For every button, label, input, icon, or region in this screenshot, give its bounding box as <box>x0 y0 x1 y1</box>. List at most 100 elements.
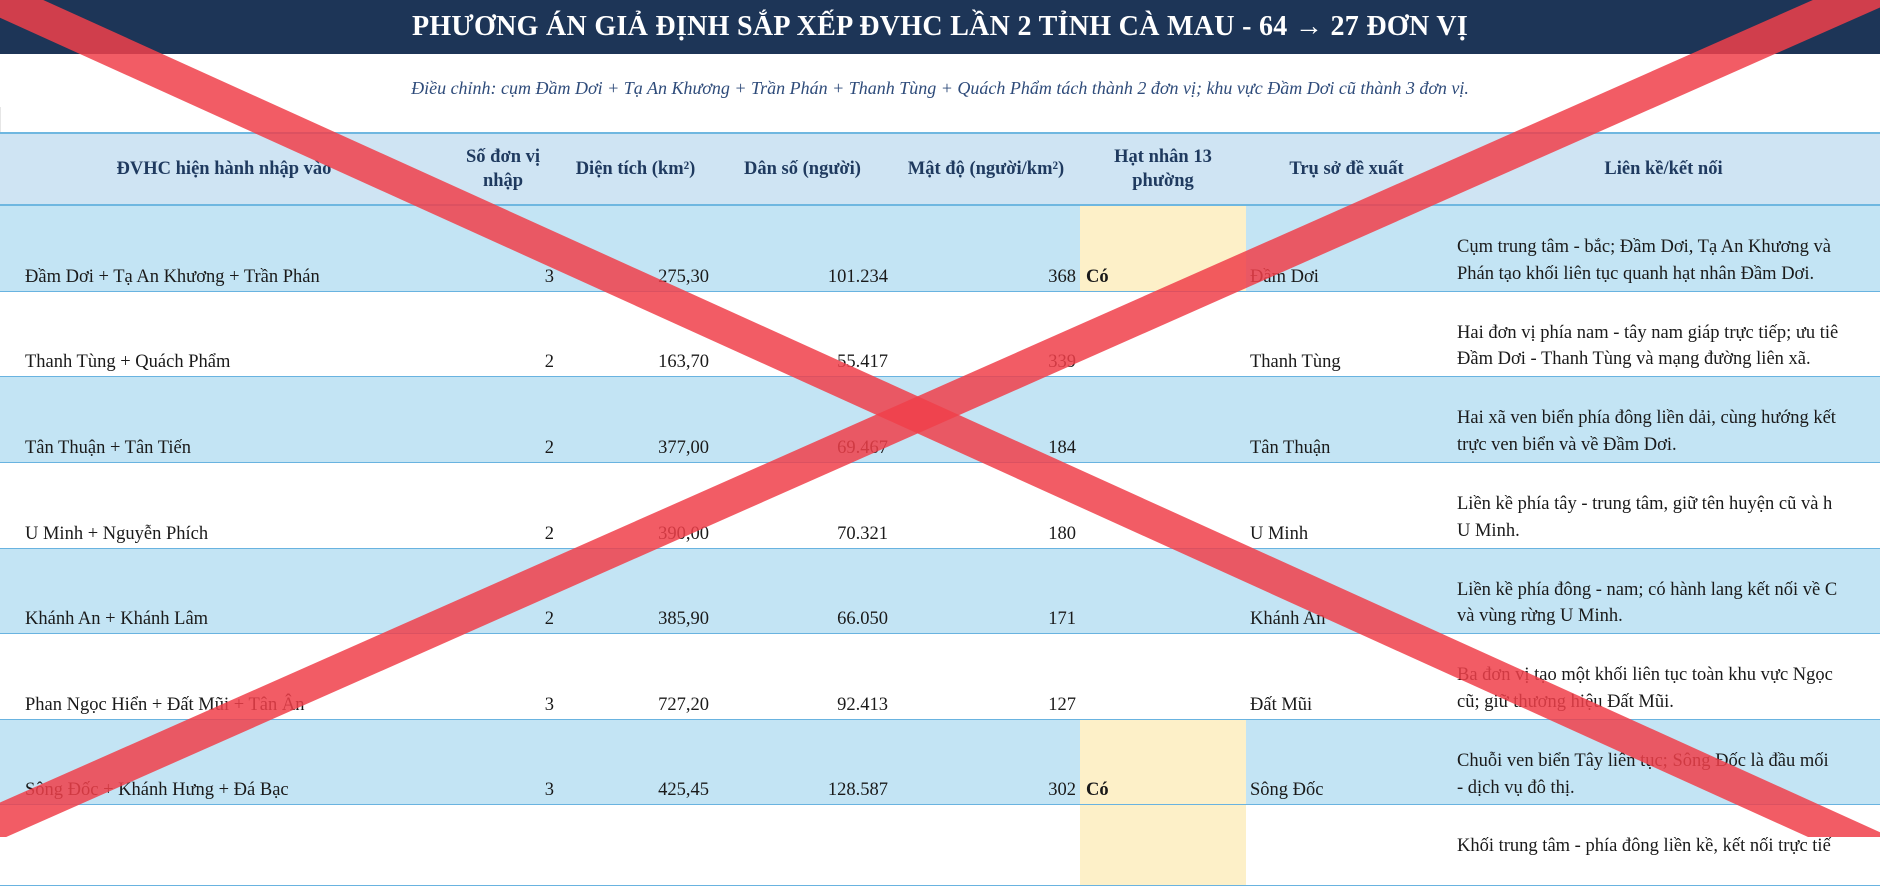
cell-link-line: và vùng rừng U Minh. <box>1457 606 1623 627</box>
cell-link-line: Đầm Dơi - Thanh Tùng và mạng đường liên … <box>1457 349 1811 370</box>
cell-link[interactable]: Khối trung tâm - phía đông liền kề, kết … <box>1447 804 1880 886</box>
cell-count[interactable]: 2 <box>448 462 558 549</box>
cell-core[interactable]: Có <box>1080 719 1246 806</box>
header-office[interactable]: Trụ sở đề xuất <box>1246 132 1447 206</box>
table-row: Khối trung tâm - phía đông liền kề, kết … <box>0 804 1880 886</box>
cell-link[interactable]: Hai xã ven biển phía đông liền dải, cùng… <box>1447 376 1880 463</box>
table-row: Tân Thuận + Tân Tiến 2 377,00 69.467 184… <box>0 376 1880 463</box>
cell-link[interactable]: Chuỗi ven biển Tây liên tục; Sông Đốc là… <box>1447 719 1880 806</box>
cell-count[interactable] <box>448 804 558 886</box>
table-row: Đầm Dơi + Tạ An Khương + Trần Phán 3 275… <box>0 205 1880 292</box>
cell-office[interactable]: Tân Thuận <box>1246 376 1447 463</box>
cell-link-line: Khối trung tâm - phía đông liền kề, kết … <box>1457 836 1831 857</box>
cell-link-line: cũ; giữ thương hiệu Đất Mũi. <box>1457 691 1674 712</box>
cell-link-line: Cụm trung tâm - bắc; Đầm Dơi, Tạ An Khươ… <box>1457 237 1832 257</box>
cell-density[interactable]: 180 <box>892 462 1080 549</box>
cell-population[interactable]: 101.234 <box>713 205 892 292</box>
cell-population[interactable]: 66.050 <box>713 548 892 635</box>
cell-name[interactable]: Thanh Tùng + Quách Phẩm <box>0 291 448 378</box>
cell-population[interactable]: 70.321 <box>713 462 892 549</box>
cell-link-line: Liền kề phía tây - trung tâm, giữ tên hu… <box>1457 493 1833 514</box>
cell-name[interactable]: Khánh An + Khánh Lâm <box>0 548 448 635</box>
cell-office[interactable]: U Minh <box>1246 462 1447 549</box>
cell-density[interactable]: 127 <box>892 633 1080 720</box>
cell-count[interactable]: 3 <box>448 719 558 806</box>
cell-area[interactable]: 727,20 <box>558 633 713 720</box>
cell-link-line: Hai đơn vị phía nam - tây nam giáp trực … <box>1457 322 1839 343</box>
cell-area[interactable]: 377,00 <box>558 376 713 463</box>
cell-link-line: - dịch vụ đô thị. <box>1457 777 1575 798</box>
header-count[interactable]: Số đơn vị nhập <box>448 132 558 206</box>
cell-office[interactable]: Thanh Tùng <box>1246 291 1447 378</box>
cell-core[interactable] <box>1080 376 1246 463</box>
cell-area[interactable] <box>558 804 713 886</box>
cell-area[interactable]: 163,70 <box>558 291 713 378</box>
cell-core[interactable] <box>1080 804 1246 886</box>
cell-link-line: Liền kề phía đông - nam; có hành lang kế… <box>1457 579 1838 600</box>
cell-name[interactable] <box>0 804 448 886</box>
cell-population[interactable]: 128.587 <box>713 719 892 806</box>
cell-area[interactable]: 425,45 <box>558 719 713 806</box>
table-row: Thanh Tùng + Quách Phẩm 2 163,70 55.417 … <box>0 291 1880 378</box>
cell-name[interactable]: U Minh + Nguyễn Phích <box>0 462 448 549</box>
page-title-bar: PHƯƠNG ÁN GIẢ ĐỊNH SẮP XẾP ĐVHC LẦN 2 TỈ… <box>0 0 1880 54</box>
header-link[interactable]: Liên kề/kết nối <box>1447 132 1880 206</box>
cell-count[interactable]: 3 <box>448 633 558 720</box>
page-subtitle: Điều chỉnh: cụm Đầm Dơi + Tạ An Khương +… <box>411 78 1469 98</box>
cell-office[interactable]: Khánh An <box>1246 548 1447 635</box>
cell-population[interactable]: 92.413 <box>713 633 892 720</box>
data-table: ĐVHC hiện hành nhập vào Số đơn vị nhập D… <box>0 132 1880 886</box>
cell-link-line: U Minh. <box>1457 520 1520 541</box>
cell-density[interactable] <box>892 804 1080 886</box>
cell-count[interactable]: 3 <box>448 205 558 292</box>
header-core[interactable]: Hạt nhân 13 phường <box>1080 132 1246 206</box>
cell-core[interactable]: Có <box>1080 205 1246 292</box>
header-population[interactable]: Dân số (người) <box>713 132 892 206</box>
cell-link-line: Phán tạo khối liên tục quanh hạt nhân Đầ… <box>1457 263 1815 284</box>
cell-population[interactable]: 55.417 <box>713 291 892 378</box>
cell-density[interactable]: 368 <box>892 205 1080 292</box>
cell-link[interactable]: Cụm trung tâm - bắc; Đầm Dơi, Tạ An Khươ… <box>1447 205 1880 292</box>
cell-count[interactable]: 2 <box>448 291 558 378</box>
table-row: Phan Ngọc Hiển + Đất Mũi + Tân Ân 3 727,… <box>0 633 1880 720</box>
cell-density[interactable]: 339 <box>892 291 1080 378</box>
cell-core[interactable] <box>1080 633 1246 720</box>
cell-density[interactable]: 171 <box>892 548 1080 635</box>
cell-link[interactable]: Hai đơn vị phía nam - tây nam giáp trực … <box>1447 291 1880 378</box>
cell-area[interactable]: 385,90 <box>558 548 713 635</box>
cell-office[interactable]: Đầm Dơi <box>1246 205 1447 292</box>
cell-density[interactable]: 302 <box>892 719 1080 806</box>
header-density[interactable]: Mật độ (người/km²) <box>892 132 1080 206</box>
cell-population[interactable]: 69.467 <box>713 376 892 463</box>
cell-name[interactable]: Tân Thuận + Tân Tiến <box>0 376 448 463</box>
cell-link-line: Chuỗi ven biển Tây liên tục; Sông Đốc là… <box>1457 750 1829 771</box>
cell-count[interactable]: 2 <box>448 376 558 463</box>
cell-link-line: Ba đơn vị tạo một khối liên tục toàn khu… <box>1457 665 1833 686</box>
table-row: Sông Đốc + Khánh Hưng + Đá Bạc 3 425,45 … <box>0 719 1880 806</box>
cell-office[interactable]: Đất Mũi <box>1246 633 1447 720</box>
cell-link[interactable]: Ba đơn vị tạo một khối liên tục toàn khu… <box>1447 633 1880 720</box>
cell-link[interactable]: Liền kề phía tây - trung tâm, giữ tên hu… <box>1447 462 1880 549</box>
cell-office[interactable] <box>1246 804 1447 886</box>
cell-name[interactable]: Phan Ngọc Hiển + Đất Mũi + Tân Ân <box>0 633 448 720</box>
cell-count[interactable]: 2 <box>448 548 558 635</box>
table-header-row: ĐVHC hiện hành nhập vào Số đơn vị nhập D… <box>0 132 1880 206</box>
header-area[interactable]: Diện tích (km²) <box>558 132 713 206</box>
cell-name[interactable]: Sông Đốc + Khánh Hưng + Đá Bạc <box>0 719 448 806</box>
cell-core[interactable] <box>1080 291 1246 378</box>
page-title: PHƯƠNG ÁN GIẢ ĐỊNH SẮP XẾP ĐVHC LẦN 2 TỈ… <box>411 11 1469 42</box>
cell-name[interactable]: Đầm Dơi + Tạ An Khương + Trần Phán <box>0 205 448 292</box>
cell-core[interactable] <box>1080 548 1246 635</box>
cell-area[interactable]: 390,00 <box>558 462 713 549</box>
cell-office[interactable]: Sông Đốc <box>1246 719 1447 806</box>
cell-link[interactable]: Liền kề phía đông - nam; có hành lang kế… <box>1447 548 1880 635</box>
header-name[interactable]: ĐVHC hiện hành nhập vào <box>0 132 448 206</box>
cell-density[interactable]: 184 <box>892 376 1080 463</box>
table-row: Khánh An + Khánh Lâm 2 385,90 66.050 171… <box>0 548 1880 635</box>
cell-link-line: Hai xã ven biển phía đông liền dải, cùng… <box>1457 408 1836 429</box>
cell-link-line: trực ven biển và về Đầm Dơi. <box>1457 435 1677 456</box>
cell-core[interactable] <box>1080 462 1246 549</box>
cell-population[interactable] <box>713 804 892 886</box>
table-row: U Minh + Nguyễn Phích 2 390,00 70.321 18… <box>0 462 1880 549</box>
cell-area[interactable]: 275,30 <box>558 205 713 292</box>
